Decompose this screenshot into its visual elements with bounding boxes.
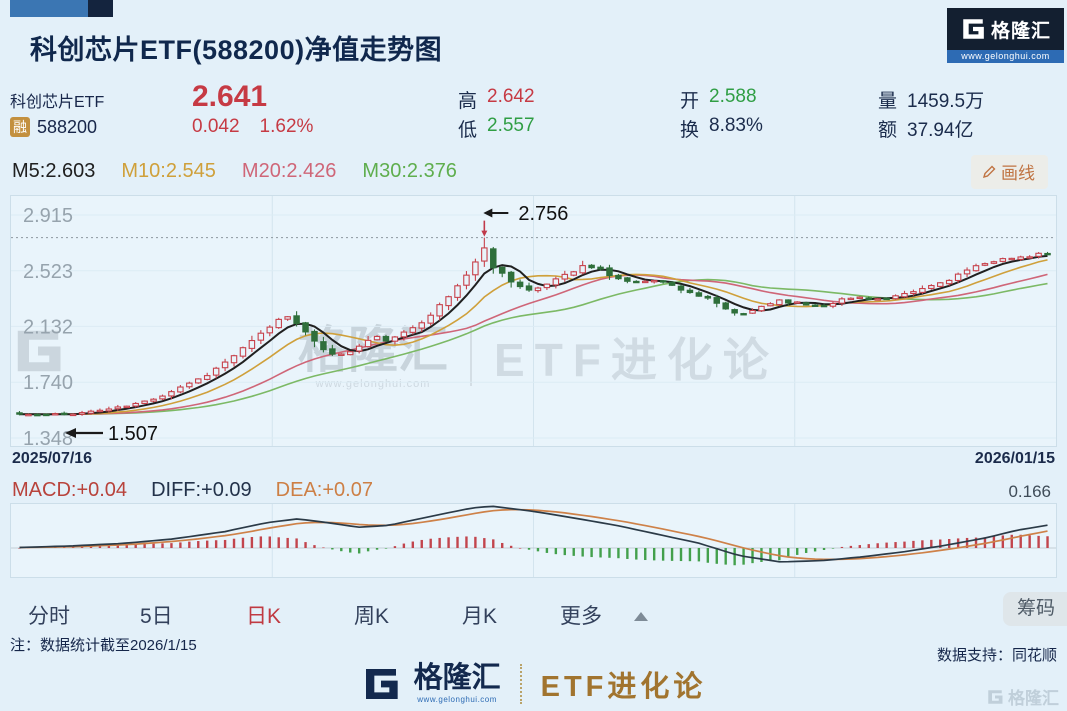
brand-url: www.gelonghui.com bbox=[947, 50, 1064, 63]
footer-url: www.gelonghui.com bbox=[417, 695, 497, 704]
header-deco-bar-blue bbox=[10, 0, 88, 17]
brand-logo: 格隆汇 www.gelonghui.com bbox=[947, 8, 1064, 63]
tab-monthly-k[interactable]: 月K bbox=[462, 605, 498, 628]
ma10-indicator: M10:2.545 bbox=[121, 160, 216, 182]
kline-svg: 2.915 2.523 2.132 1.740 1.348 2.756 1.507 bbox=[11, 196, 1056, 446]
gelonghui-g-icon bbox=[960, 16, 986, 42]
stat-amount-label: 额 bbox=[878, 120, 898, 141]
fund-name: 科创芯片ETF bbox=[10, 94, 105, 111]
macd-histogram bbox=[18, 534, 1049, 566]
svg-text:2.756: 2.756 bbox=[518, 203, 568, 225]
page-title: 科创芯片ETF(588200)净值走势图 bbox=[30, 35, 443, 65]
stat-low-value: 2.557 bbox=[487, 115, 535, 136]
tab-more-label: 更多 bbox=[560, 605, 602, 628]
tab-weekly-k[interactable]: 周K bbox=[354, 605, 390, 628]
stat-volume: 量 1459.5万 bbox=[878, 86, 984, 113]
footer-divider bbox=[519, 664, 522, 704]
kline-chart-pane[interactable]: 格隆汇 www.gelonghui.com ETF进化论 2.915 2.523 2… bbox=[10, 195, 1057, 447]
header-deco-bar-navy bbox=[88, 0, 113, 17]
last-price: 2.641 bbox=[192, 80, 268, 113]
candles bbox=[16, 237, 1051, 417]
svg-text:2.132: 2.132 bbox=[23, 316, 73, 338]
x-axis-start-date: 2025/07/16 bbox=[12, 450, 93, 467]
stat-high-label: 高 bbox=[458, 91, 478, 112]
stat-turnover: 换 8.83% bbox=[680, 115, 763, 142]
draw-line-label: 画线 bbox=[1001, 164, 1035, 183]
macd-scale-max: 0.166 bbox=[1008, 482, 1051, 501]
footer-right-brand: ETF进化论 bbox=[540, 671, 707, 703]
x-axis-end-date: 2026/01/15 bbox=[974, 450, 1055, 467]
macd-value: MACD:+0.04 bbox=[12, 479, 128, 501]
price-change-pct: 1.62% bbox=[259, 116, 314, 137]
dea-value: DEA:+0.07 bbox=[275, 479, 373, 501]
stat-high-value: 2.642 bbox=[487, 86, 535, 107]
tab-5day[interactable]: 5日 bbox=[140, 605, 173, 628]
stat-volume-value: 1459.5万 bbox=[907, 91, 985, 112]
diff-value: DIFF:+0.09 bbox=[151, 479, 252, 501]
low-annotation: 1.507 bbox=[65, 423, 158, 445]
corner-g-icon bbox=[986, 688, 1004, 706]
svg-text:1.348: 1.348 bbox=[23, 428, 73, 446]
ma20-indicator: M20:2.426 bbox=[241, 160, 337, 182]
stat-high: 高 2.642 bbox=[458, 86, 535, 113]
footer-brand-bar: 格隆汇 www.gelonghui.com ETF进化论 bbox=[0, 663, 1067, 705]
svg-text:2.523: 2.523 bbox=[23, 261, 73, 283]
tab-daily-k[interactable]: 日K bbox=[246, 605, 282, 628]
svg-text:1.507: 1.507 bbox=[108, 423, 158, 445]
high-annotation: 2.756 bbox=[481, 203, 568, 237]
ma30-indicator: M30:2.376 bbox=[362, 160, 457, 182]
ma5-indicator: M5:2.603 bbox=[12, 160, 96, 182]
brand-name: 格隆汇 bbox=[990, 20, 1051, 42]
footer-g-icon bbox=[361, 664, 401, 704]
stat-amount-value: 37.94亿 bbox=[907, 120, 974, 141]
footer-brand: 格隆汇 bbox=[413, 662, 501, 694]
stat-low: 低 2.557 bbox=[458, 115, 535, 142]
pencil-icon bbox=[982, 165, 996, 178]
macd-chart-pane[interactable] bbox=[10, 503, 1057, 578]
stat-turnover-label: 换 bbox=[680, 120, 700, 141]
tab-minute[interactable]: 分时 bbox=[28, 605, 70, 628]
svg-text:1.740: 1.740 bbox=[23, 372, 73, 394]
data-support: 数据支持：同花顺 bbox=[936, 647, 1057, 664]
svg-text:2.915: 2.915 bbox=[23, 205, 73, 227]
macd-svg bbox=[11, 504, 1056, 577]
stat-open-value: 2.588 bbox=[709, 86, 757, 107]
stat-volume-label: 量 bbox=[878, 91, 898, 112]
stat-turnover-value: 8.83% bbox=[709, 115, 763, 136]
stat-low-label: 低 bbox=[458, 120, 478, 141]
corner-watermark: 格隆汇 bbox=[986, 684, 1059, 709]
margin-badge: 融 bbox=[10, 117, 30, 137]
chips-button[interactable]: 筹码 bbox=[1003, 592, 1067, 626]
ma-indicator-row: M5:2.603 M10:2.545 M20:2.426 M30:2.376 bbox=[12, 160, 457, 183]
draw-line-button[interactable]: 画线 bbox=[971, 155, 1048, 189]
chevron-up-icon bbox=[633, 612, 648, 621]
stat-open-label: 开 bbox=[680, 91, 700, 112]
stat-open: 开 2.588 bbox=[680, 86, 757, 113]
stat-amount: 额 37.94亿 bbox=[878, 115, 974, 142]
tab-more[interactable]: 更多 bbox=[560, 600, 648, 630]
macd-indicator-row: MACD:+0.04 DIFF:+0.09 DEA:+0.07 bbox=[12, 479, 373, 502]
corner-brand: 格隆汇 bbox=[1008, 689, 1059, 708]
footnote: 注：数据统计截至2026/1/15 bbox=[10, 637, 197, 654]
price-change: 0.042 bbox=[192, 116, 240, 137]
fund-code: 588200 bbox=[37, 117, 98, 137]
price-change-row: 0.042 1.62% bbox=[192, 116, 313, 138]
